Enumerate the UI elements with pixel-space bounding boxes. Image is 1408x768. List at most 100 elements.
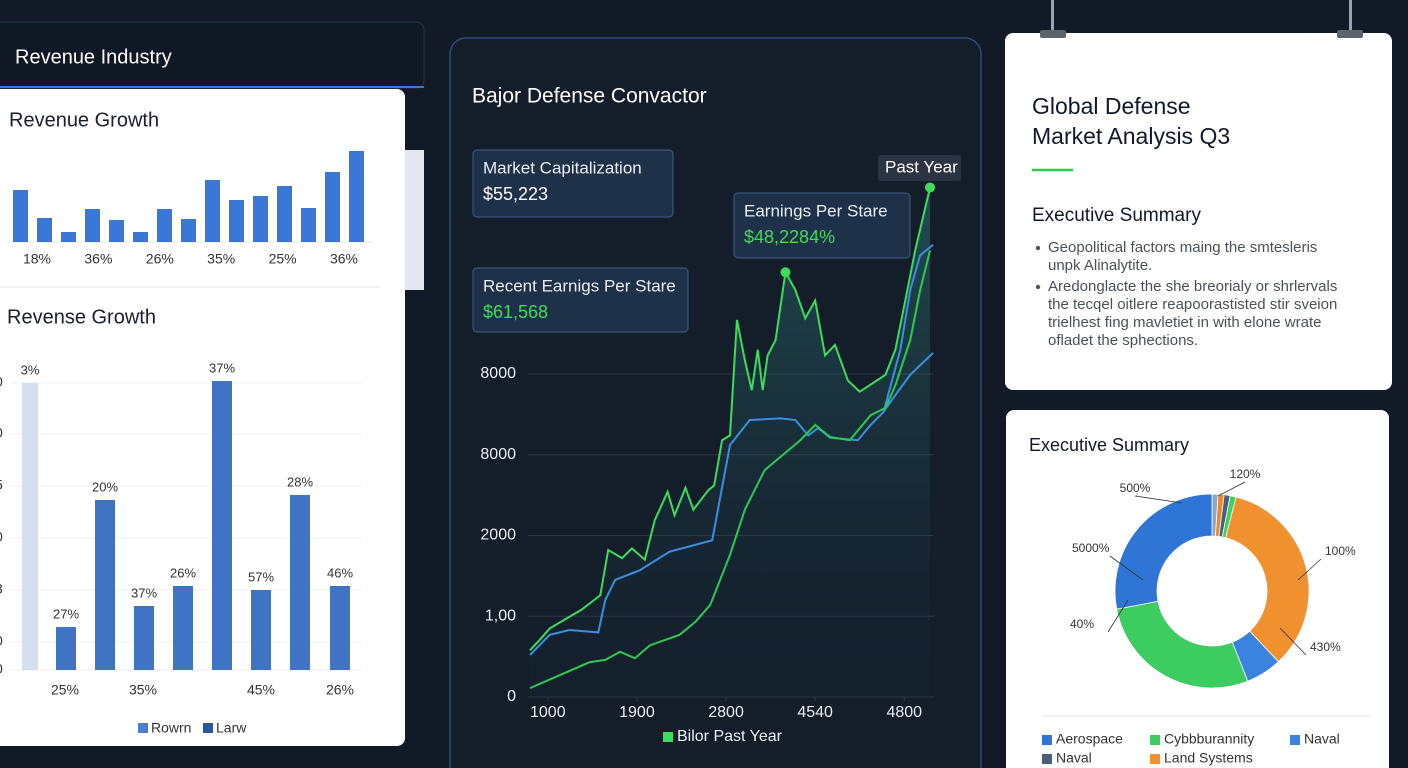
line-series xyxy=(882,244,934,413)
x-tick-label: 1000 xyxy=(530,704,566,721)
legend-label: Naval xyxy=(1056,750,1092,766)
metric-label: Recent Earnigs Per Stare xyxy=(483,276,676,295)
y-tick-label: 5 xyxy=(0,477,3,493)
bullet-text: ofladet the sphections. xyxy=(1048,332,1198,349)
y-tick-label: 8000 xyxy=(480,365,516,382)
slice-annotation: 40% xyxy=(1070,617,1094,631)
y-tick-label: 0 xyxy=(0,374,3,390)
line-series xyxy=(529,352,934,656)
metric-value: $61,568 xyxy=(483,302,548,322)
bar-label: 3% xyxy=(21,362,40,377)
bar-label: 46% xyxy=(327,565,353,580)
x-label: 25% xyxy=(269,251,297,267)
x-tick-label: 4800 xyxy=(886,704,922,721)
x-label: 26% xyxy=(326,682,354,698)
bullet-text: trielhest fing mavletiet in with elone w… xyxy=(1048,314,1321,331)
x-label: 36% xyxy=(330,251,358,267)
bar xyxy=(109,220,124,242)
x-label: 18% xyxy=(23,251,51,267)
chart-title: Executive Summary xyxy=(1029,435,1189,455)
x-label: 35% xyxy=(207,251,235,267)
leader-line xyxy=(1297,558,1322,581)
bar xyxy=(133,232,148,242)
leader-line xyxy=(1217,481,1246,497)
x-label: 35% xyxy=(129,682,157,698)
bar xyxy=(22,383,38,670)
bar-label: 28% xyxy=(287,474,313,489)
bar xyxy=(173,586,193,670)
y-tick-label: 8000 xyxy=(480,446,516,463)
bullet-text: the tecqel oitlere reapoorastisted stir … xyxy=(1048,296,1337,313)
pin-clip xyxy=(1337,30,1363,38)
bar xyxy=(205,180,220,242)
leader-line xyxy=(1109,555,1144,581)
metric-value: $55,223 xyxy=(483,184,548,204)
legend-label: Aerospace xyxy=(1056,731,1123,747)
bar xyxy=(301,208,316,242)
bar xyxy=(229,200,244,242)
metric-card xyxy=(472,267,689,333)
bar xyxy=(181,219,196,242)
metric-value: $48,2284% xyxy=(744,227,835,247)
x-label: 45% xyxy=(247,682,275,698)
report-heading: Executive Summary xyxy=(1032,205,1201,226)
leader-line xyxy=(1107,599,1129,633)
line-series xyxy=(529,187,932,651)
x-tick-label: 1900 xyxy=(619,704,655,721)
donut-slice xyxy=(1116,600,1249,689)
legend-label: Rowrn xyxy=(151,720,191,736)
annotation: Past Year xyxy=(885,157,958,176)
donut-slice xyxy=(1225,496,1310,663)
pin xyxy=(1349,0,1352,33)
x-label: 25% xyxy=(51,682,79,698)
legend-label: Larw xyxy=(216,720,247,736)
y-tick-label: 0 xyxy=(0,425,3,441)
bar xyxy=(95,500,115,670)
bar xyxy=(349,151,364,242)
leader-line xyxy=(1279,627,1307,656)
slice-annotation: 100% xyxy=(1325,544,1356,558)
x-label: 26% xyxy=(146,251,174,267)
bar-label: 27% xyxy=(53,606,79,621)
slice-annotation: 120% xyxy=(1230,467,1261,481)
metric-label: Earnings Per Stare xyxy=(744,201,888,220)
metric-card xyxy=(733,192,911,259)
bullet-text: Geopolitical factors maing the smtesleri… xyxy=(1048,239,1317,256)
legend-swatch xyxy=(203,723,213,733)
legend-label: Cybbburannity xyxy=(1164,731,1254,747)
leader-line xyxy=(1134,495,1183,504)
report-title: Global Defense xyxy=(1032,93,1191,119)
slice-annotation: 500% xyxy=(1120,481,1151,495)
bar xyxy=(61,232,76,242)
bar xyxy=(277,186,292,242)
bullet-dot xyxy=(1035,284,1041,290)
donut-card xyxy=(1006,410,1389,768)
metric-card xyxy=(472,149,674,218)
bar xyxy=(157,209,172,242)
bullet-text: Aredonglacte the she breorialy or shrler… xyxy=(1048,278,1337,295)
point-marker xyxy=(925,182,936,193)
bar xyxy=(134,606,154,670)
chart-title: Revenue Growth xyxy=(9,109,159,131)
slice-annotation: 430% xyxy=(1310,640,1341,654)
bar-label: 37% xyxy=(131,585,157,600)
bar-label: 20% xyxy=(92,479,118,494)
y-tick-label: 3 xyxy=(0,581,3,597)
bullet-text: unpk Alinalytite. xyxy=(1048,257,1152,274)
y-tick-label: 1,00 xyxy=(485,607,516,624)
x-label: 36% xyxy=(84,251,112,267)
chart-title: Revense Growth xyxy=(7,306,156,328)
bar-label: 37% xyxy=(209,360,235,375)
bar xyxy=(85,209,100,242)
bar-label: 57% xyxy=(248,569,274,584)
pin xyxy=(1051,0,1054,33)
bar xyxy=(56,627,76,670)
area-fill xyxy=(529,187,931,697)
y-tick-label: 2000 xyxy=(480,527,516,544)
bar xyxy=(325,172,340,242)
donut-slice xyxy=(1114,493,1213,610)
legend-label: Land Systems xyxy=(1164,750,1253,766)
annotation-box xyxy=(878,155,961,181)
